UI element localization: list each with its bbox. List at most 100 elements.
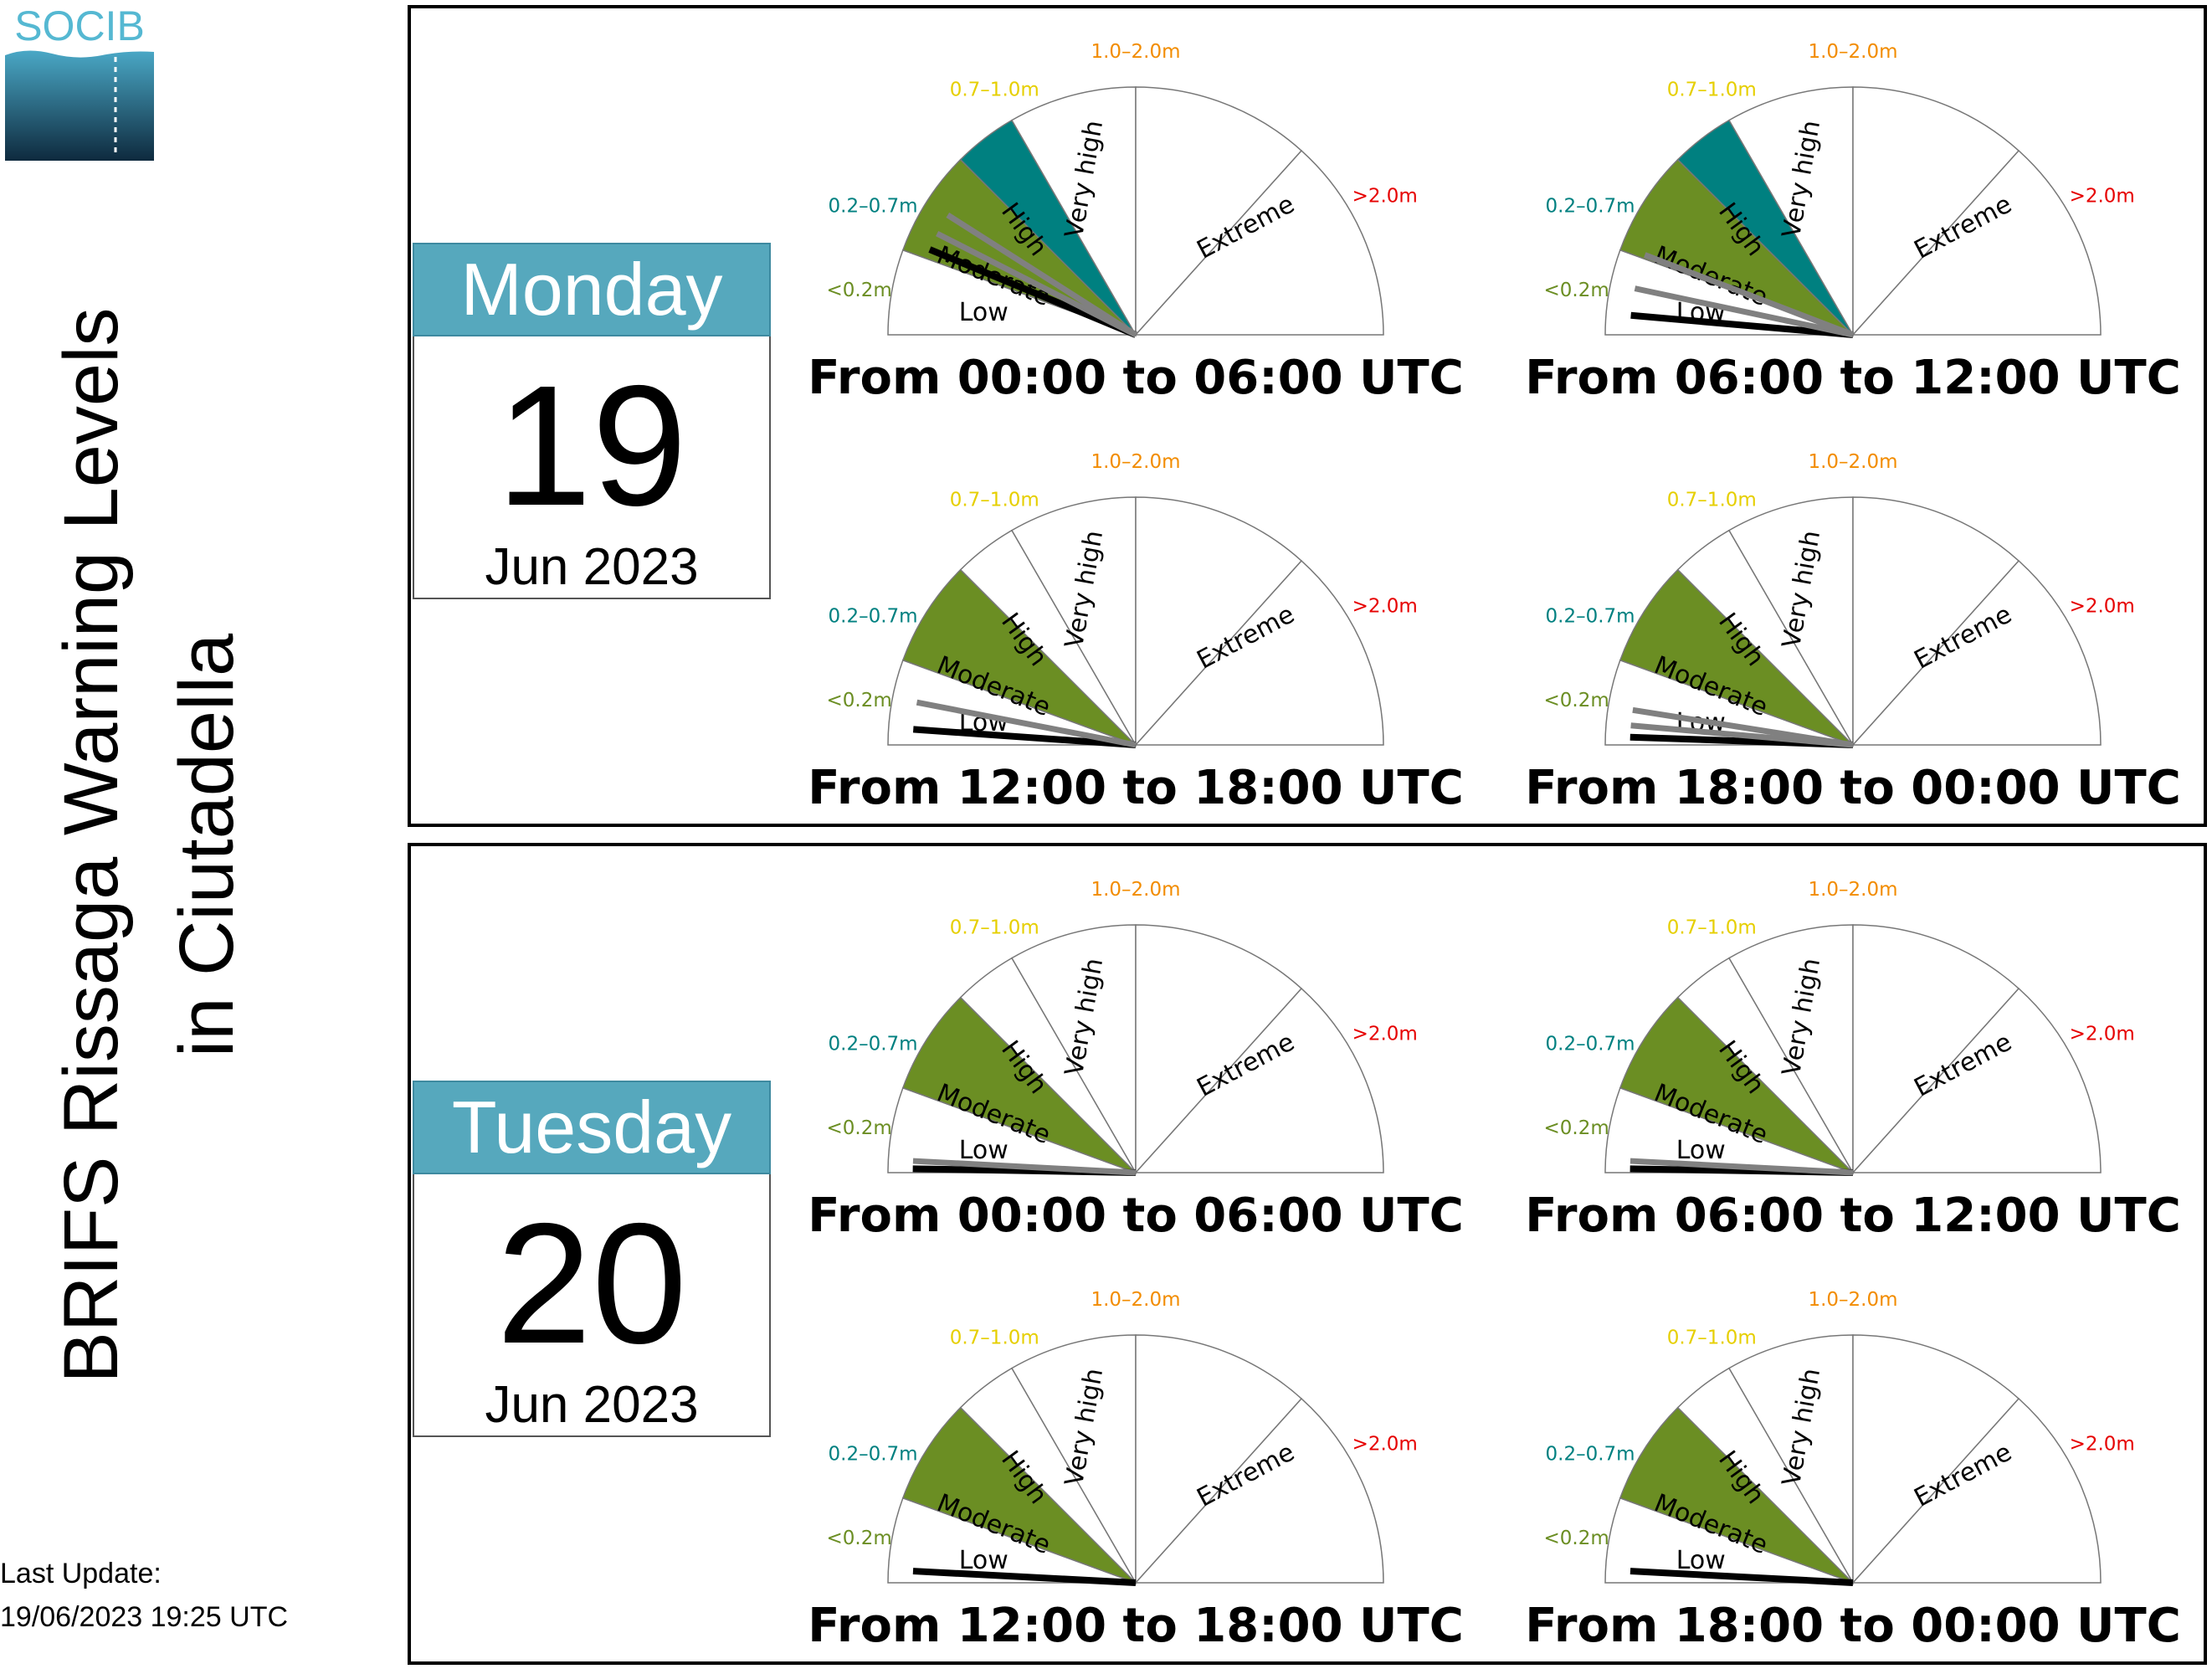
gauge-threshold-label: 0.2–0.7m <box>1546 1443 1635 1465</box>
svg-text:SOCIB: SOCIB <box>14 5 145 49</box>
gauge-needle <box>1629 1568 1854 1586</box>
gauge-threshold-label: >2.0m <box>1352 595 1418 617</box>
gauge-sector <box>1619 158 1854 336</box>
gauge-needle <box>912 1158 1137 1176</box>
gauge-threshold-label: 0.2–0.7m <box>829 195 918 217</box>
gauge-threshold-label: 1.0–2.0m <box>1091 1289 1180 1311</box>
page-title: BRIFS Rissaga Warning Levels in Ciutadel… <box>33 301 264 1389</box>
gauge-threshold-label: <0.2m <box>1544 690 1609 711</box>
socib-logo: SOCIB <box>5 5 154 161</box>
gauge-threshold-label: 1.0–2.0m <box>1091 41 1180 63</box>
gauge-sector <box>1135 86 1303 336</box>
gauge-threshold-label: <0.2m <box>827 1117 892 1139</box>
gauge-threshold-label: 0.7–1.0m <box>1667 917 1757 938</box>
calendar-month-year: Jun 2023 <box>485 538 699 596</box>
gauge-sector <box>1727 1334 1854 1585</box>
gauge-sector <box>901 158 1137 336</box>
gauge-title: From 06:00 to 12:00 UTC <box>1525 1189 2181 1243</box>
gauge-sector <box>901 568 1137 746</box>
gauge-threshold-label: >2.0m <box>1352 185 1418 207</box>
gauge-sector <box>901 1406 1137 1584</box>
gauge-category-label: Low <box>959 1546 1008 1575</box>
gauge-title: From 00:00 to 06:00 UTC <box>808 351 1464 405</box>
gauge-threshold-label: <0.2m <box>1544 280 1609 301</box>
gauge-sector <box>1852 1334 2020 1584</box>
gauge-sector <box>1134 1397 1384 1584</box>
gauge-threshold-label: 0.7–1.0m <box>1667 1327 1757 1348</box>
gauge-needle <box>916 699 1137 748</box>
calendar-month-year: Jun 2023 <box>485 1376 699 1434</box>
calendar-day-number: 19 <box>495 350 688 542</box>
gauge-needle <box>1632 706 1854 748</box>
gauge-sector <box>1135 1334 1303 1584</box>
gauge-sector <box>1619 1406 1854 1584</box>
gauge-threshold-label: <0.2m <box>827 1528 892 1549</box>
gauge-sector <box>1010 1334 1137 1585</box>
gauge-sector <box>1727 496 1854 747</box>
gauge-threshold-label: 1.0–2.0m <box>1808 879 1897 901</box>
gauge-category-label: Low <box>1676 1136 1726 1165</box>
gauge-threshold-label: 0.2–0.7m <box>1546 1033 1635 1055</box>
gauge-sector <box>1010 924 1137 1175</box>
page-title-line1: BRIFS Rissaga Warning Levels <box>49 307 134 1384</box>
gauge-category-label: Low <box>959 1136 1008 1165</box>
gauge-sector <box>1852 924 2020 1174</box>
gauge-sector <box>1134 987 1384 1173</box>
gauge-needle <box>912 1568 1137 1586</box>
gauge-category-label: Low <box>1676 1546 1726 1575</box>
gauge-threshold-label: 0.7–1.0m <box>950 917 1039 938</box>
gauge-threshold-label: <0.2m <box>827 690 892 711</box>
gauge-threshold-label: 1.0–2.0m <box>1808 451 1897 473</box>
gauge-needle <box>946 212 1137 337</box>
gauge-needle <box>1630 311 1854 338</box>
gauge-sector <box>1134 149 1384 336</box>
calendar-card: Tuesday 20 Jun 2023 <box>413 1081 771 1437</box>
gauge-sector <box>1135 924 1303 1174</box>
gauge-threshold-label: <0.2m <box>1544 1528 1609 1549</box>
gauge-title: From 12:00 to 18:00 UTC <box>808 761 1464 815</box>
gauge-needle <box>1629 1158 1854 1176</box>
last-update-value: 19/06/2023 19:25 UTC <box>0 1601 289 1633</box>
gauge-threshold-label: 0.2–0.7m <box>829 1443 918 1465</box>
gauge-sector <box>1135 496 1303 747</box>
gauge-sector <box>901 996 1137 1173</box>
gauge-threshold-label: 0.7–1.0m <box>1667 489 1757 511</box>
gauge-sector <box>1010 496 1137 747</box>
gauge-threshold-label: >2.0m <box>2070 185 2135 207</box>
gauge-needle <box>912 726 1137 748</box>
gauge-sector <box>1619 568 1854 746</box>
gauge-threshold-label: 0.2–0.7m <box>829 1033 918 1055</box>
calendar-body: 20 Jun 2023 <box>413 1174 771 1437</box>
last-update-label: Last Update: <box>0 1558 162 1589</box>
gauge-threshold-label: 0.7–1.0m <box>950 79 1039 100</box>
gauge-sector <box>1851 559 2102 746</box>
calendar-body: 19 Jun 2023 <box>413 336 771 599</box>
gauge-sector <box>1727 86 1854 337</box>
gauge-needle <box>1634 285 1854 338</box>
gauge-threshold-label: 0.2–0.7m <box>829 605 918 627</box>
calendar-day-number: 20 <box>495 1188 688 1379</box>
gauge-threshold-label: 0.7–1.0m <box>1667 79 1757 100</box>
gauge-sector <box>1010 86 1137 337</box>
page-title-line2: in Ciutadella <box>164 633 249 1058</box>
gauge-category-label: Low <box>959 298 1008 327</box>
day-panel-tuesday: Tuesday 20 Jun 2023 Low Moderate High Very … <box>408 843 2207 1665</box>
gauge-threshold-label: >2.0m <box>2070 1433 2135 1455</box>
gauge-threshold-label: 1.0–2.0m <box>1091 451 1180 473</box>
gauge-threshold-label: 0.7–1.0m <box>950 1327 1039 1348</box>
gauge-sector <box>1851 1397 2102 1584</box>
gauge-threshold-label: >2.0m <box>2070 1023 2135 1045</box>
gauge-sector <box>1619 996 1854 1173</box>
gauge-title: From 00:00 to 06:00 UTC <box>808 1189 1464 1243</box>
gauge-threshold-label: 1.0–2.0m <box>1091 879 1180 901</box>
gauge-threshold-label: >2.0m <box>1352 1023 1418 1045</box>
calendar-weekday: Monday <box>413 243 771 336</box>
gauge-threshold-label: >2.0m <box>1352 1433 1418 1455</box>
